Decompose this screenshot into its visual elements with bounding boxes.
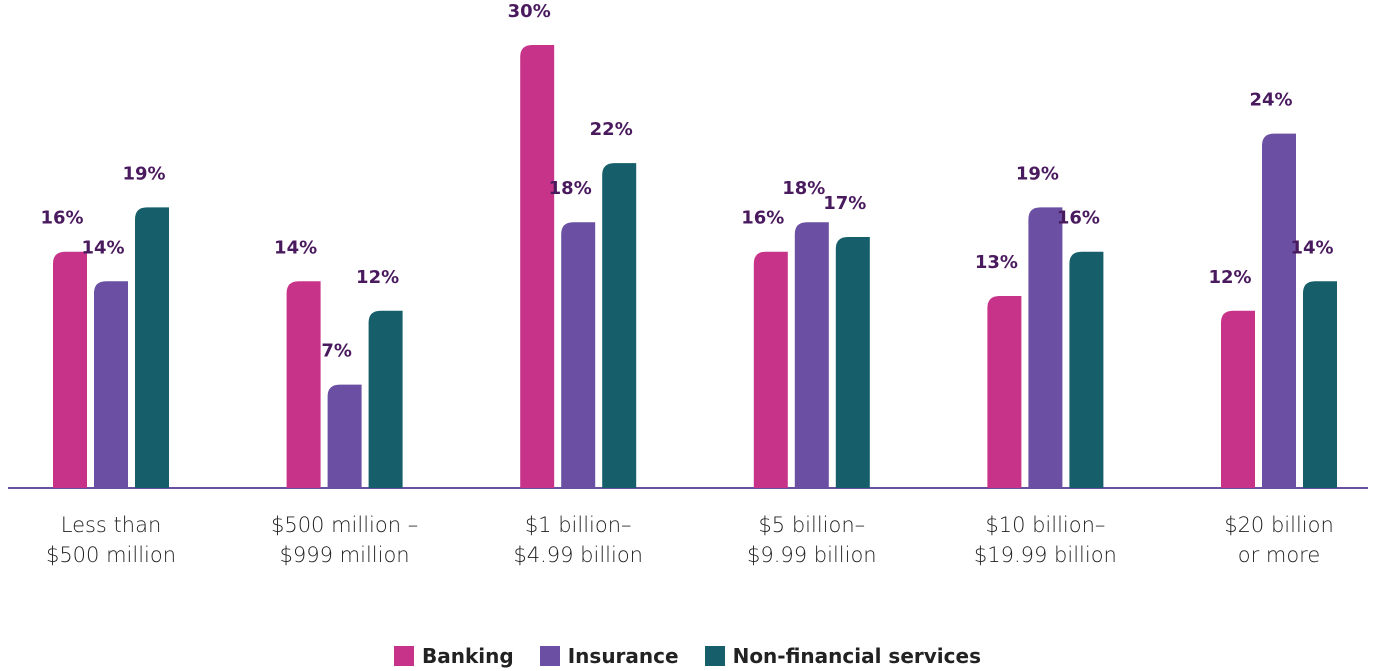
bar	[794, 222, 829, 488]
bar	[753, 251, 788, 488]
bar	[327, 384, 362, 488]
bar	[135, 207, 169, 488]
x-tick-label: $5 billion– $9.99 billion	[746, 513, 877, 567]
value-label: 18%	[782, 178, 825, 199]
value-label: 16%	[741, 208, 784, 229]
bar	[368, 310, 403, 488]
bar	[602, 163, 637, 488]
value-label: 24%	[1249, 90, 1292, 111]
legend-item: Insurance	[539, 644, 679, 668]
legend-label: Banking	[422, 644, 514, 668]
bar	[1221, 310, 1255, 488]
x-tick-label: Less than $500 million	[45, 513, 177, 567]
bar	[835, 236, 870, 488]
bar	[1028, 207, 1063, 488]
plot: 16%14%19%14%7%12%30%18%22%16%18%17%13%19…	[8, 1, 1368, 489]
value-label: 19%	[1016, 163, 1059, 184]
legend-item: Non-financial services	[704, 644, 981, 668]
bar	[286, 281, 321, 488]
legend-swatch	[704, 646, 725, 666]
value-label: 12%	[356, 267, 399, 288]
legend-label: Non-financial services	[732, 644, 981, 668]
legend-swatch	[539, 646, 560, 666]
bar	[1069, 251, 1104, 488]
value-label: 12%	[1208, 267, 1251, 288]
bar	[1303, 281, 1337, 488]
value-label: 14%	[1290, 237, 1333, 258]
bar	[53, 251, 87, 488]
value-label: 17%	[823, 193, 866, 214]
value-label: 18%	[549, 178, 592, 199]
value-label: 19%	[122, 163, 165, 184]
bar	[520, 45, 555, 488]
legend-label: Insurance	[567, 644, 679, 668]
value-label: 30%	[508, 1, 551, 22]
legend: Banking Insurance Non-financial services	[0, 644, 1375, 668]
value-label: 7%	[321, 341, 352, 362]
legend-item: Banking	[394, 644, 514, 668]
bar	[561, 222, 596, 488]
value-label: 16%	[1057, 208, 1100, 229]
bar	[987, 296, 1022, 488]
x-tick-label: $1 billion– $4.99 billion	[513, 513, 643, 567]
x-tick-label: $10 billion– $19.99 billion	[973, 513, 1117, 567]
value-label: 16%	[40, 208, 83, 229]
x-tick-label: $500 million – $999 million	[270, 513, 419, 567]
bar	[94, 281, 128, 488]
value-label: 14%	[274, 237, 317, 258]
x-tick-label: $20 billion or more	[1224, 513, 1334, 567]
bar	[1262, 133, 1296, 488]
value-label: 14%	[81, 237, 124, 258]
legend-swatch	[394, 646, 415, 666]
value-label: 22%	[590, 119, 633, 140]
value-label: 13%	[975, 252, 1018, 273]
